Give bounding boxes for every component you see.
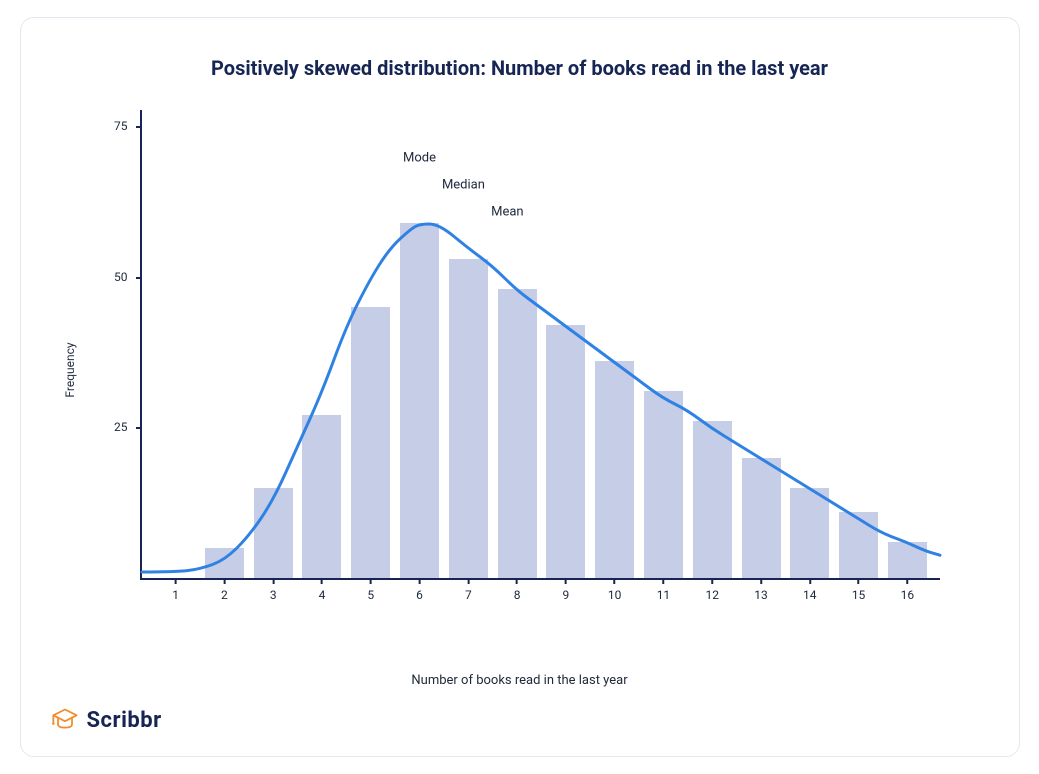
x-tick-label: 9 [563, 588, 570, 602]
y-axis-label: Frequency [63, 342, 77, 397]
annotation-label: Median [442, 178, 485, 193]
bar [400, 223, 439, 579]
x-tick-label: 15 [852, 588, 866, 602]
x-tick-label: 1 [172, 588, 179, 602]
bar [449, 259, 488, 578]
y-tick-label: 25 [114, 420, 128, 434]
x-tick-label: 13 [754, 588, 768, 602]
bar [888, 542, 927, 578]
graduation-cap-icon [51, 706, 79, 734]
y-tick-label: 75 [114, 119, 128, 133]
x-axis-label: Number of books read in the last year [411, 673, 627, 688]
x-tick-label: 16 [901, 588, 915, 602]
bar [254, 488, 293, 578]
bar [546, 325, 585, 578]
chart-title: Positively skewed distribution: Number o… [57, 56, 983, 80]
y-tick-label: 50 [114, 270, 128, 284]
brand-name: Scribbr [87, 708, 162, 733]
bar [205, 548, 244, 578]
x-tick-label: 10 [608, 588, 622, 602]
bar [644, 391, 683, 578]
x-tick-label: 5 [367, 588, 374, 602]
bar [839, 512, 878, 578]
bar [595, 361, 634, 578]
x-tick-label: 11 [657, 588, 671, 602]
bar [498, 289, 537, 578]
x-tick-label: 8 [514, 588, 521, 602]
x-tick-label: 4 [319, 588, 326, 602]
x-tick-label: 3 [270, 588, 277, 602]
bar [351, 307, 390, 578]
bar [790, 488, 829, 578]
annotation-label: Mean [491, 205, 524, 220]
bar [742, 458, 781, 579]
bar [302, 415, 341, 578]
brand-logo: Scribbr [51, 706, 162, 734]
x-ticks: 12345678910111213141516 [142, 578, 940, 604]
bars-layer [142, 110, 940, 578]
annotation-label: Mode [403, 151, 436, 166]
bar [693, 421, 732, 578]
plot-area: Frequency 255075 12345678910111213141516… [80, 100, 960, 640]
x-tick-label: 12 [705, 588, 719, 602]
x-tick-label: 2 [221, 588, 228, 602]
x-tick-label: 7 [465, 588, 472, 602]
card: Positively skewed distribution: Number o… [20, 17, 1020, 757]
x-tick-label: 14 [803, 588, 817, 602]
x-tick-label: 6 [416, 588, 423, 602]
